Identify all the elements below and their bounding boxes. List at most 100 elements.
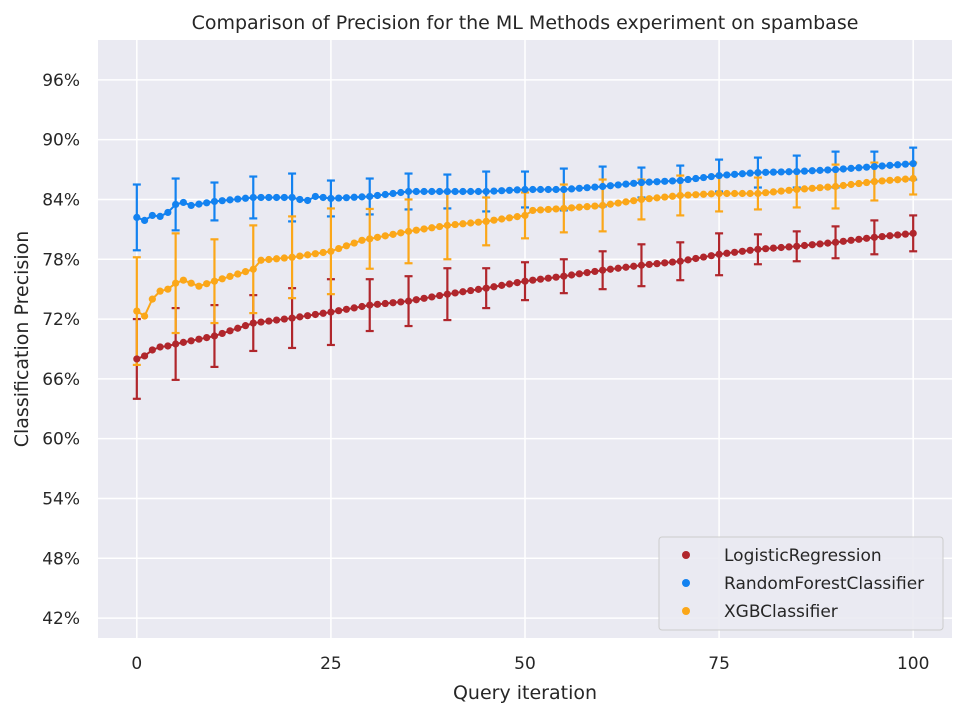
x-tick-label: 0 [131, 654, 142, 674]
xgbclassifier-point [234, 270, 242, 278]
xgbclassifier-point [668, 192, 677, 200]
randomforestclassifier-point [777, 168, 785, 176]
logisticregression-point [886, 232, 894, 240]
tick-labels: 0 25 50 75 100 42% 48% 54% 60% 66% 72% 78% 84% 90% 96% [42, 71, 929, 674]
logisticregression-point [342, 305, 351, 313]
randomforestclassifier-point [575, 184, 583, 192]
xgbclassifier-point [195, 282, 203, 290]
logisticregression-point [443, 290, 451, 298]
xgbclassifier-point [397, 229, 405, 237]
y-axis-label: Classification Precision [11, 231, 33, 448]
series-points [133, 159, 917, 363]
logisticregression-point [272, 316, 281, 324]
logisticregression-point [684, 256, 692, 264]
logisticregression-point [195, 335, 203, 343]
logisticregression-point [482, 284, 490, 292]
randomforestclassifier-point [226, 196, 234, 204]
randomforestclassifier-point [529, 185, 537, 194]
logisticregression-point [754, 245, 762, 253]
logisticregression-point [148, 346, 156, 354]
logisticregression-point [606, 265, 615, 273]
xgbclassifier-point [769, 188, 778, 196]
randomforestclassifier-point [762, 168, 770, 176]
logisticregression-point [824, 239, 832, 247]
logisticregression-point [179, 338, 187, 346]
randomforestclassifier-point [715, 171, 723, 180]
xgbclassifier-point [567, 204, 576, 212]
xgbclassifier-point [288, 253, 296, 261]
randomforestclassifier-point [622, 180, 630, 188]
xgbclassifier-point [816, 184, 824, 192]
randomforestclassifier-point [366, 192, 374, 201]
randomforestclassifier-point [870, 162, 878, 171]
xgbclassifier-point [187, 279, 195, 287]
xgbclassifier-point [265, 255, 273, 264]
randomforestclassifier-point [296, 195, 304, 204]
logisticregression-point [692, 254, 700, 263]
x-axis-label: Query iteration [453, 682, 597, 704]
legend-marker-xgbclassifier [682, 607, 690, 615]
y-tick-label: 54% [42, 489, 80, 509]
xgbclassifier-point [715, 189, 723, 198]
logisticregression-point [288, 314, 296, 322]
logisticregression-point [451, 289, 459, 297]
randomforestclassifier-point [661, 177, 669, 185]
randomforestclassifier-point [280, 193, 288, 202]
randomforestclassifier-point [793, 167, 801, 176]
randomforestclassifier-point [156, 212, 164, 221]
randomforestclassifier-point [606, 182, 615, 190]
randomforestclassifier-point [645, 178, 653, 186]
xgbclassifier-point [133, 307, 141, 315]
logisticregression-point [591, 267, 599, 276]
xgbclassifier-point [249, 265, 257, 273]
randomforestclassifier-point [335, 194, 343, 202]
xgbclassifier-point [661, 193, 669, 201]
logisticregression-point [404, 297, 413, 305]
logisticregression-point [668, 258, 677, 266]
xgbclassifier-point [552, 205, 560, 213]
xgbclassifier-point [637, 195, 646, 204]
logisticregression-point [855, 235, 863, 243]
xgbclassifier-point [210, 277, 219, 285]
randomforestclassifier-point [560, 185, 568, 194]
logisticregression-point [311, 310, 319, 319]
randomforestclassifier-point [614, 181, 622, 189]
legend-box [658, 536, 944, 631]
xgbclassifier-point [428, 224, 436, 232]
randomforestclassifier-point [133, 213, 141, 222]
randomforestclassifier-point [878, 162, 886, 170]
randomforestclassifier-point [738, 170, 746, 178]
logisticregression-point [133, 355, 141, 363]
logisticregression-point [304, 312, 312, 320]
xgbclassifier-point [793, 185, 801, 194]
logisticregression-point [226, 327, 234, 335]
randomforestclassifier-point [567, 185, 576, 193]
randomforestclassifier-point [824, 166, 832, 174]
xgbclassifier-point [653, 194, 661, 202]
randomforestclassifier-point [210, 197, 219, 206]
y-tick-label: 60% [42, 430, 80, 450]
randomforestclassifier-point [288, 193, 296, 202]
logisticregression-point [863, 234, 871, 242]
xgbclassifier-point [878, 177, 886, 185]
xgbclassifier-point [583, 203, 591, 211]
logisticregression-point [459, 288, 467, 296]
xgbclassifier-point [226, 272, 234, 281]
logisticregression-point [637, 261, 646, 269]
xgbclassifier-point [606, 200, 615, 208]
randomforestclassifier-point [847, 164, 855, 172]
randomforestclassifier-point [140, 216, 149, 224]
xgbclassifier-point [754, 189, 762, 198]
randomforestclassifier-point [443, 187, 451, 196]
randomforestclassifier-point [412, 187, 420, 196]
xgbclassifier-point [498, 215, 506, 223]
randomforestclassifier-point [676, 176, 684, 185]
logisticregression-point [498, 281, 506, 289]
randomforestclassifier-point [195, 200, 203, 208]
chart-title: Comparison of Precision for the ML Metho… [192, 12, 859, 34]
randomforestclassifier-point [249, 193, 257, 202]
randomforestclassifier-point [552, 185, 560, 194]
xgbclassifier-point [901, 175, 910, 183]
logisticregression-point [552, 273, 560, 281]
